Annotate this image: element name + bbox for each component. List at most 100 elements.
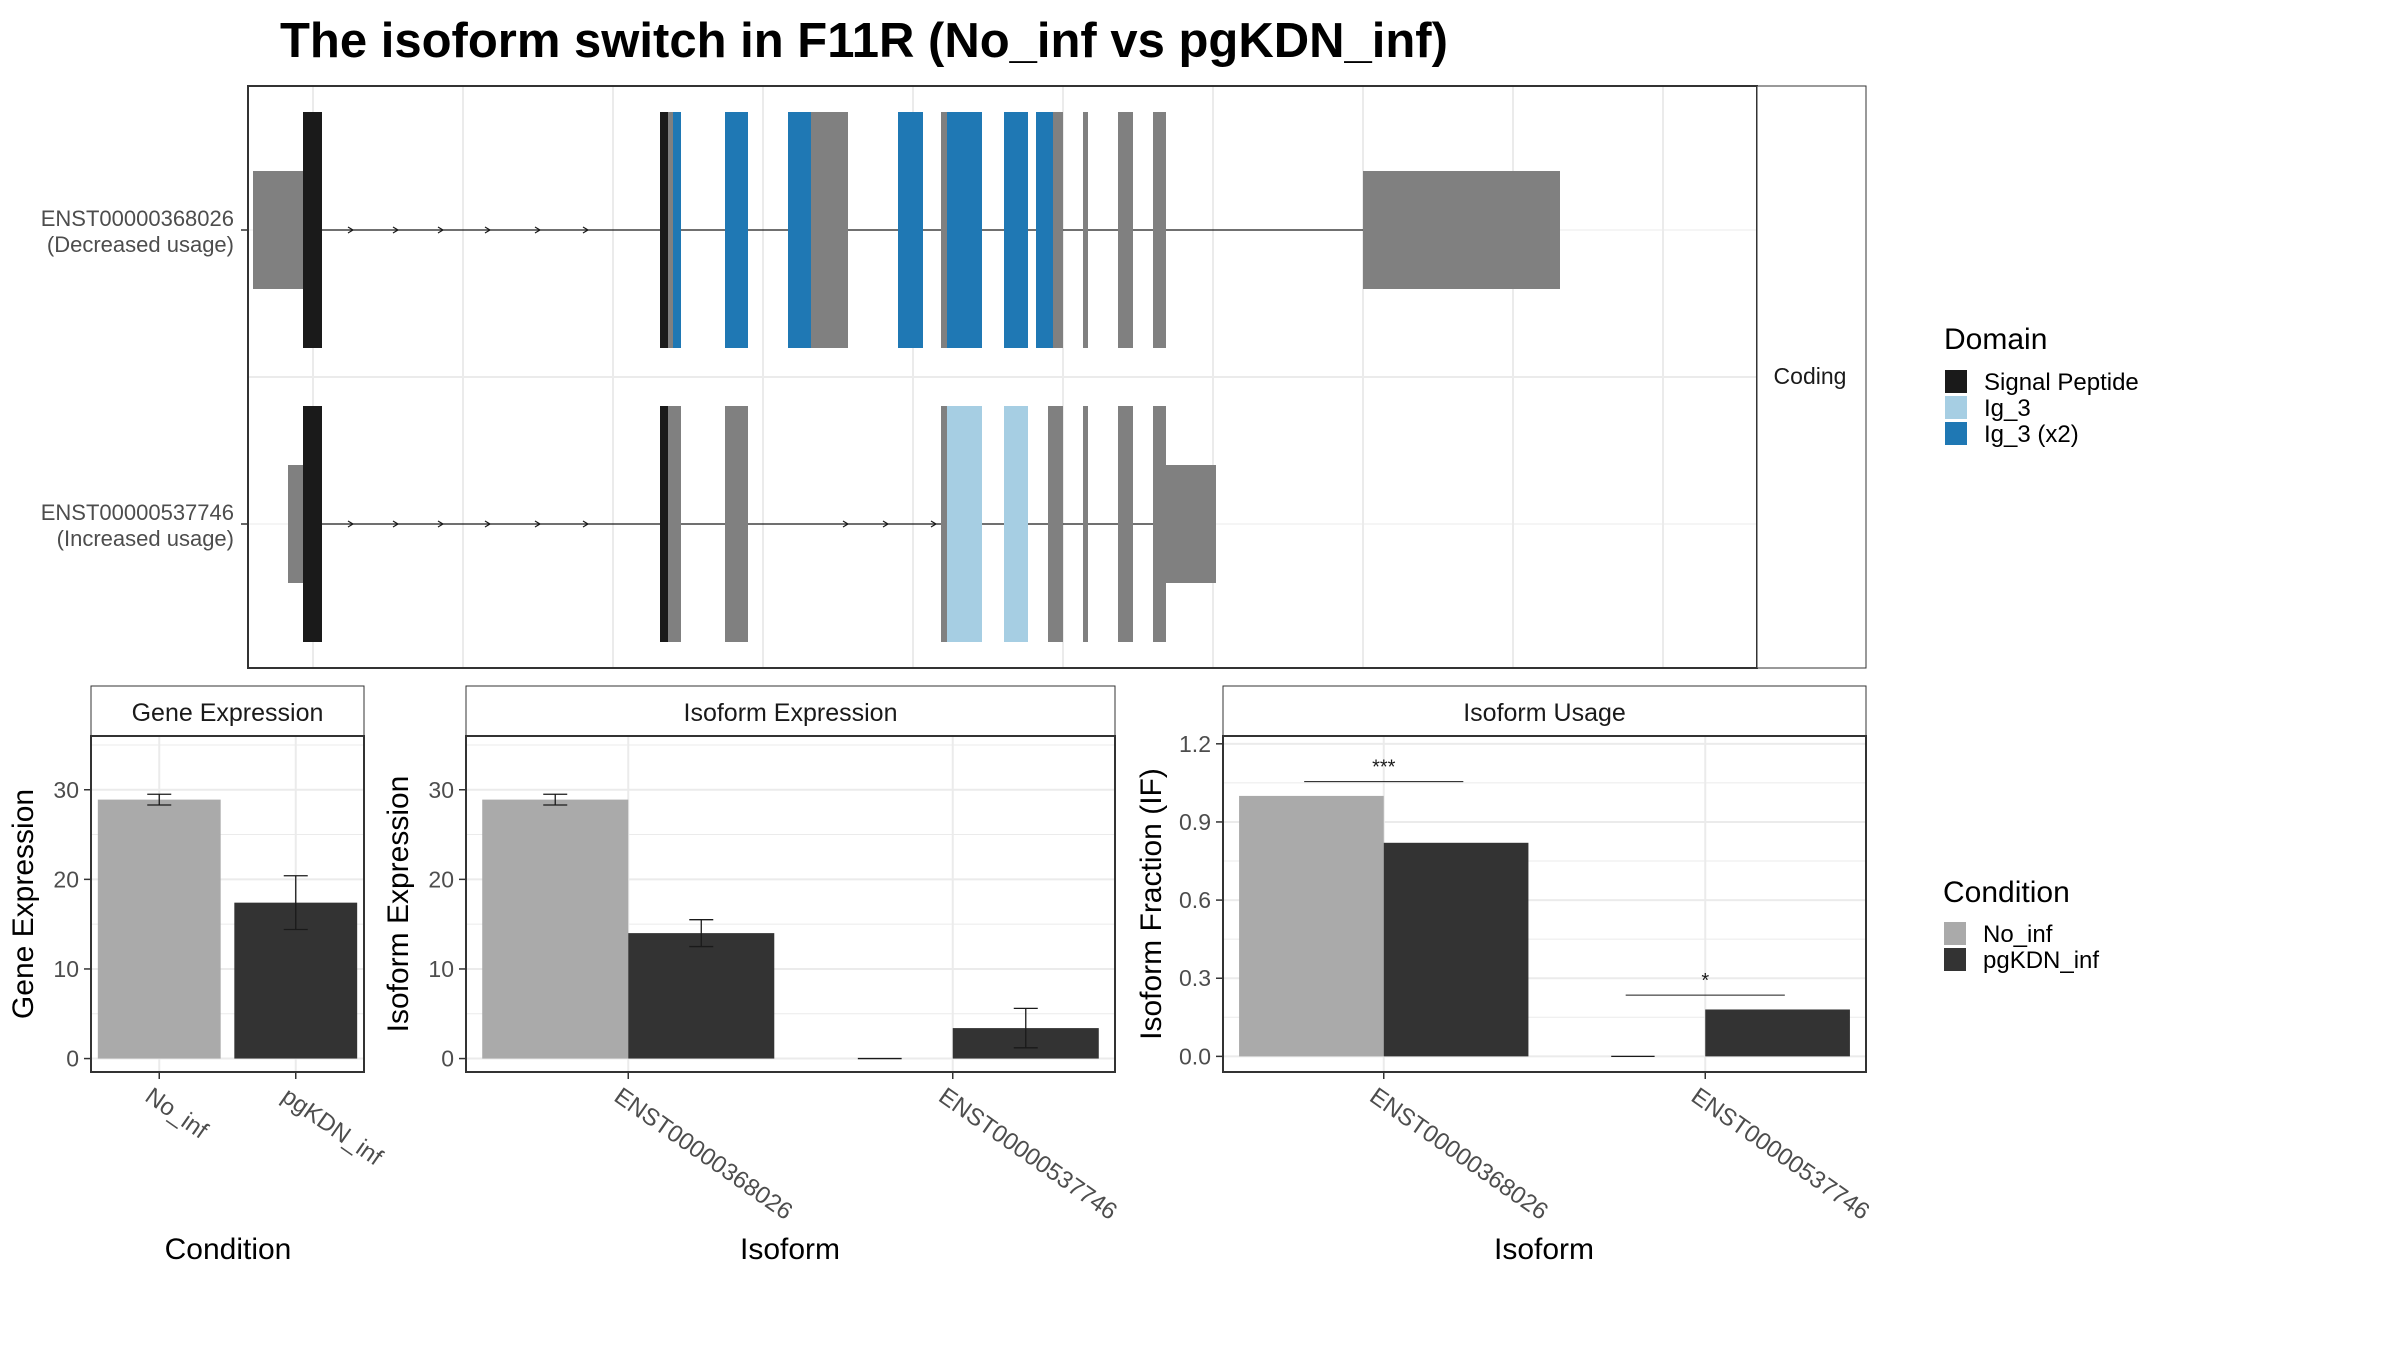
intron-arrow <box>882 520 890 528</box>
panel-strip <box>465 685 1116 737</box>
transcript-id-label: ENST00000368026 <box>41 206 234 231</box>
coding-exon <box>1048 406 1063 642</box>
legend-key <box>1944 922 1966 945</box>
domain-segment <box>660 112 668 348</box>
panel-title: Gene Expression <box>132 699 324 727</box>
domain-segment <box>673 112 681 348</box>
domain-segment <box>947 406 982 642</box>
legend-title: Condition <box>1943 876 2070 909</box>
legend-label: Signal Peptide <box>1984 369 2139 396</box>
intron-arrow <box>534 520 542 528</box>
domain-segment <box>788 112 811 348</box>
y-tick-label: 30 <box>428 777 454 803</box>
transcript-usage-label: (Decreased usage) <box>47 232 234 257</box>
utr-exon <box>1363 171 1411 289</box>
transcript-usage-label: (Increased usage) <box>57 526 234 551</box>
x-axis-title: Condition <box>165 1233 292 1266</box>
y-tick-label: 0 <box>66 1046 79 1072</box>
isoform-usage-panel: Isoform Usage****0.00.30.60.91.2ENST0000… <box>1135 685 1874 1266</box>
x-tick-label: ENST00000368026 <box>1365 1083 1553 1226</box>
bar <box>628 933 775 1059</box>
x-tick-label: pgKDN_inf <box>277 1083 388 1172</box>
intron-arrow <box>582 226 590 234</box>
x-tick-label: ENST00000537746 <box>1686 1083 1874 1226</box>
utr-exon <box>1411 171 1560 289</box>
y-axis-title: Gene Expression <box>7 789 40 1019</box>
domain-segment <box>1004 112 1028 348</box>
coding-exon <box>1118 406 1133 642</box>
domain-segment <box>725 112 748 348</box>
legend-key <box>1945 370 1967 393</box>
panel-title: Isoform Expression <box>684 699 898 727</box>
significance-label: * <box>1701 970 1709 992</box>
domain-segment <box>947 112 982 348</box>
y-tick-label: 0 <box>441 1046 454 1072</box>
coding-exon <box>1118 112 1133 348</box>
legend-label: Ig_3 (x2) <box>1984 421 2079 448</box>
domain-segment <box>660 406 668 642</box>
y-tick-label: 0.0 <box>1179 1043 1211 1069</box>
intron-arrow <box>347 520 355 528</box>
transcript-structure-plot: ENST00000368026(Decreased usage) ENST0000… <box>41 85 1867 669</box>
x-axis-title: Isoform <box>740 1233 840 1266</box>
intron-arrow <box>484 226 492 234</box>
x-tick-label: ENST00000368026 <box>609 1083 797 1226</box>
legend-label: pgKDN_inf <box>1983 947 2099 974</box>
y-axis-title: Isoform Expression <box>382 776 415 1033</box>
domain-segment <box>303 406 322 642</box>
intron-arrow <box>437 226 445 234</box>
bar <box>482 799 629 1059</box>
x-axis-title: Isoform <box>1494 1233 1594 1266</box>
domain-segment <box>898 112 923 348</box>
y-axis-title: Isoform Fraction (IF) <box>1135 768 1168 1040</box>
bar <box>1383 842 1529 1057</box>
y-tick-label: 1.2 <box>1179 731 1211 757</box>
y-tick-label: 10 <box>53 956 79 982</box>
legend-key <box>1944 948 1966 971</box>
domain-segment <box>1036 112 1053 348</box>
panel-strip <box>1222 685 1867 737</box>
utr-exon <box>288 465 303 583</box>
intron-arrow <box>484 520 492 528</box>
isoform-expression-panel: Isoform Expression 0 10 20 30 ENST00000368026… <box>382 685 1122 1266</box>
intron-arrow <box>347 226 355 234</box>
legend-key <box>1945 396 1967 419</box>
intron-arrow <box>534 226 542 234</box>
utr-exon <box>253 171 303 289</box>
bar <box>1239 795 1384 1057</box>
gene-expression-panel: Gene Expression 0 10 20 30 No_inf pgKDN_inf Gen… <box>7 685 388 1266</box>
legend-title: Domain <box>1944 323 2047 356</box>
domain-segment <box>1004 406 1028 642</box>
x-tick-label: ENST00000537746 <box>934 1083 1122 1226</box>
coding-exon <box>1083 112 1088 348</box>
legend-label: No_inf <box>1983 921 2053 948</box>
coding-exon <box>1153 406 1166 642</box>
bar <box>97 799 221 1059</box>
intron-arrow <box>930 520 938 528</box>
y-tick-label: 20 <box>428 866 454 892</box>
domain-segment <box>303 112 322 348</box>
intron-arrow <box>582 520 590 528</box>
panel-border <box>1222 735 1867 1073</box>
y-tick-label: 10 <box>428 956 454 982</box>
utr-exon <box>1166 465 1216 583</box>
legend-label: Ig_3 <box>1984 395 2031 422</box>
coding-exon <box>1083 406 1088 642</box>
intron-arrow <box>392 226 400 234</box>
panel-border <box>90 735 365 1073</box>
intron-arrow <box>437 520 445 528</box>
facet-strip-label: Coding <box>1774 363 1847 389</box>
panel-title: Isoform Usage <box>1463 699 1626 727</box>
significance-label: *** <box>1372 757 1396 779</box>
coding-exon <box>725 406 748 642</box>
panel-border <box>465 735 1116 1073</box>
y-tick-label: 0.3 <box>1179 965 1211 991</box>
y-tick-label: 0.9 <box>1179 809 1211 835</box>
intron-arrow <box>392 520 400 528</box>
figure-title: The isoform switch in F11R (No_inf vs pg… <box>280 14 1448 68</box>
legend-key <box>1945 422 1967 445</box>
coding-exon <box>1153 112 1166 348</box>
facet-strip <box>1756 85 1867 669</box>
